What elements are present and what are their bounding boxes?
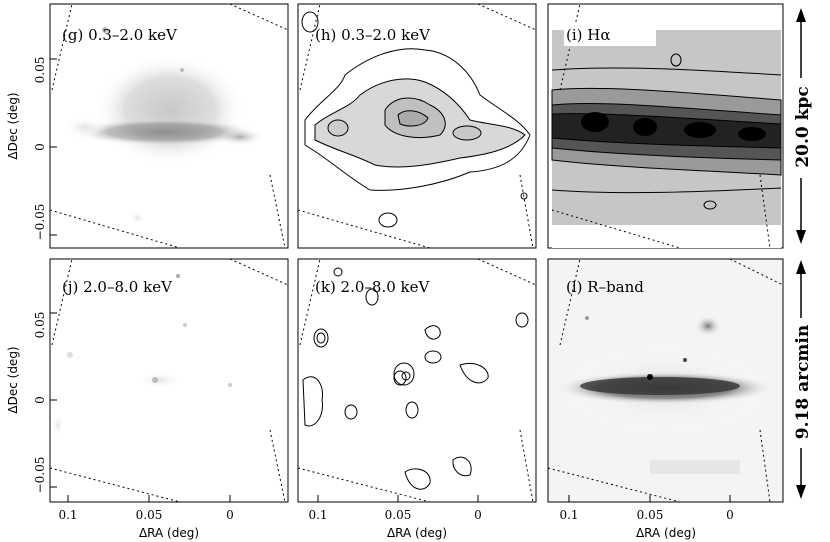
x-axis-middle: 0.1 0.05 0 ΔRA (deg)	[308, 495, 482, 540]
x-tick-left-1: 0.1	[58, 508, 77, 522]
scale-bar-top: 20.0 kpc	[790, 8, 813, 244]
x-axis-label-right: ΔRA (deg)	[636, 526, 696, 540]
panel-j: (j) 2.0–8.0 keV	[49, 258, 289, 503]
panel-g: (g) 0.3–2.0 keV	[49, 3, 289, 249]
panel-l: (l) R–band	[547, 258, 784, 503]
panel-j-label: (j) 2.0–8.0 keV	[62, 278, 173, 296]
y-tick-top-3: −0.05	[33, 204, 47, 241]
panel-g-label: (g) 0.3–2.0 keV	[62, 26, 178, 44]
x-tick-right-3: 0	[726, 508, 734, 522]
x-tick-middle-1: 0.1	[308, 508, 327, 522]
x-tick-left-2: 0.05	[136, 508, 163, 522]
y-tick-bottom-1: 0.05	[33, 312, 47, 339]
y-tick-top-2: 0	[33, 143, 47, 151]
scale-bar-top-label: 20.0 kpc	[793, 86, 813, 167]
panel-i: (i) Hα	[547, 3, 784, 249]
x-tick-left-3: 0	[226, 508, 234, 522]
y-tick-bottom-3: −0.05	[33, 457, 47, 494]
x-axis-label-middle: ΔRA (deg)	[387, 526, 447, 540]
x-axis-left: 0.1 0.05 0 ΔRA (deg)	[58, 495, 234, 540]
x-tick-right-1: 0.1	[559, 508, 578, 522]
y-axis-label-bottom: ΔDec (deg)	[6, 346, 20, 413]
scale-bar-bottom-label: 9.18 arcmin	[793, 325, 813, 439]
x-tick-middle-3: 0	[474, 508, 482, 522]
scale-bar-bottom: 9.18 arcmin	[790, 260, 813, 499]
y-axis-bottom: 0.05 0 −0.05 ΔDec (deg)	[6, 312, 57, 494]
panel-h-label: (h) 0.3–2.0 keV	[315, 26, 431, 44]
y-axis-top: 0.05 0 −0.05 ΔDec (deg)	[6, 57, 57, 241]
x-tick-middle-2: 0.05	[385, 508, 412, 522]
y-tick-top-1: 0.05	[33, 57, 47, 84]
panel-i-label: (i) Hα	[566, 26, 610, 44]
panel-k-label: (k) 2.0–8.0 keV	[315, 278, 431, 296]
y-axis-label-top: ΔDec (deg)	[6, 92, 20, 159]
x-axis-right: 0.1 0.05 0 ΔRA (deg)	[559, 495, 734, 540]
x-axis-label-left: ΔRA (deg)	[139, 526, 199, 540]
x-tick-right-2: 0.05	[637, 508, 664, 522]
panel-k: (k) 2.0–8.0 keV	[297, 258, 537, 503]
y-tick-bottom-2: 0	[33, 396, 47, 404]
panel-l-label: (l) R–band	[566, 278, 644, 296]
panel-h: (h) 0.3–2.0 keV	[297, 3, 537, 249]
